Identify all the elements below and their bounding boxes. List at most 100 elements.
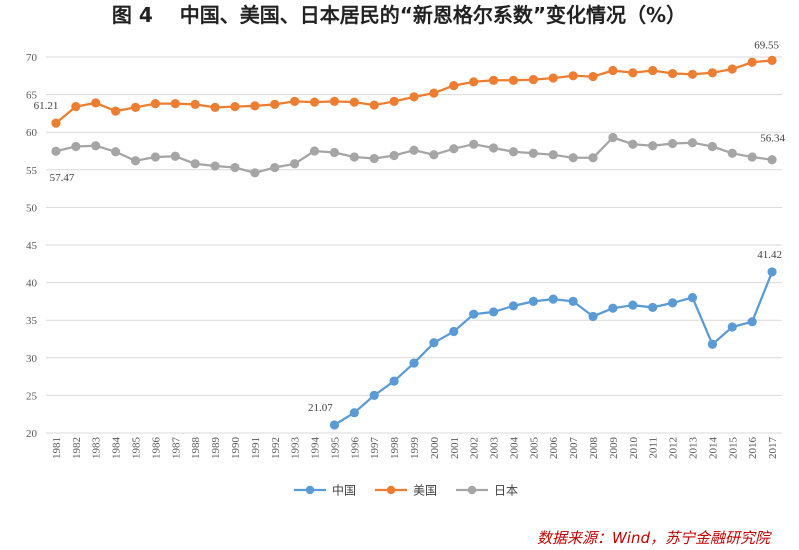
data-point bbox=[747, 57, 757, 67]
x-tick-label: 2015 bbox=[727, 437, 739, 460]
x-tick-label: 2005 bbox=[528, 437, 540, 460]
x-tick-label: 1981 bbox=[51, 437, 63, 459]
x-tick-label: 1986 bbox=[150, 437, 162, 460]
data-label: 69.55 bbox=[754, 39, 779, 51]
data-point bbox=[727, 148, 737, 158]
data-point bbox=[667, 68, 678, 79]
data-point bbox=[270, 162, 280, 173]
data-point bbox=[309, 146, 320, 156]
data-point bbox=[469, 77, 479, 87]
y-tick-label: 20 bbox=[26, 428, 38, 440]
x-tick-label: 1999 bbox=[409, 437, 421, 460]
data-point bbox=[190, 159, 200, 169]
data-point bbox=[409, 92, 419, 102]
x-tick-label: 2011 bbox=[648, 437, 660, 459]
data-point bbox=[449, 326, 459, 337]
data-point bbox=[727, 64, 737, 74]
data-point bbox=[389, 150, 399, 161]
y-tick-label: 50 bbox=[26, 202, 38, 214]
data-point bbox=[369, 100, 379, 110]
series-1 bbox=[51, 55, 777, 128]
data-point bbox=[767, 55, 777, 65]
data-point bbox=[130, 156, 141, 166]
y-tick-label: 65 bbox=[26, 90, 38, 102]
x-tick-label: 1998 bbox=[389, 437, 401, 460]
data-point bbox=[548, 294, 558, 304]
data-point bbox=[210, 161, 220, 171]
source-note: 数据来源：Wind，苏宁金融研究院 bbox=[537, 529, 772, 547]
y-tick-label: 60 bbox=[26, 127, 38, 139]
data-point bbox=[111, 147, 121, 157]
x-tick-label: 1995 bbox=[329, 437, 341, 460]
x-tick-label: 2007 bbox=[568, 437, 580, 460]
y-tick-label: 45 bbox=[26, 240, 38, 252]
data-point bbox=[528, 148, 538, 158]
data-point bbox=[488, 143, 499, 153]
data-point bbox=[568, 153, 578, 163]
data-point bbox=[508, 147, 519, 157]
data-point bbox=[488, 75, 499, 85]
x-tick-label: 2016 bbox=[747, 437, 759, 460]
data-point bbox=[309, 97, 320, 107]
y-tick-label: 25 bbox=[26, 390, 38, 402]
data-point bbox=[588, 153, 598, 163]
chart-title: 图 4 中国、美国、日本居民的“新恩格尔系数”变化情况（%） bbox=[112, 3, 686, 27]
data-point bbox=[369, 153, 379, 164]
x-tick-label: 2008 bbox=[588, 437, 600, 460]
data-label: 41.42 bbox=[757, 249, 782, 261]
data-label: 21.07 bbox=[308, 402, 333, 414]
data-point bbox=[290, 159, 300, 169]
data-point bbox=[409, 145, 419, 155]
data-point bbox=[270, 99, 280, 109]
legend-swatch-marker bbox=[386, 485, 396, 495]
gridlines bbox=[46, 56, 782, 434]
data-point bbox=[568, 296, 578, 306]
data-point bbox=[170, 151, 180, 161]
data-point bbox=[349, 152, 359, 162]
data-point bbox=[707, 339, 717, 349]
x-tick-label: 1987 bbox=[170, 437, 182, 460]
data-point bbox=[469, 139, 479, 149]
x-tick-label: 2013 bbox=[687, 437, 699, 460]
y-axis: 20 25 30 35 40 45 50 55 60 65 70 bbox=[26, 52, 38, 440]
x-tick-label: 1982 bbox=[71, 437, 83, 459]
data-point bbox=[51, 118, 61, 128]
x-tick-label: 2014 bbox=[707, 437, 719, 460]
data-point bbox=[767, 155, 777, 165]
x-tick-label: 2010 bbox=[628, 437, 640, 460]
series-lines bbox=[51, 55, 777, 430]
data-label: 61.21 bbox=[34, 100, 59, 112]
data-point bbox=[747, 317, 757, 327]
x-tick-label: 2002 bbox=[469, 437, 481, 459]
x-tick-label: 1994 bbox=[310, 437, 322, 460]
x-tick-label: 1997 bbox=[369, 437, 381, 460]
data-point bbox=[508, 75, 519, 85]
data-point bbox=[667, 298, 678, 308]
data-point bbox=[568, 71, 578, 81]
data-point bbox=[429, 150, 439, 160]
data-point bbox=[250, 168, 260, 178]
data-point bbox=[687, 293, 698, 303]
data-point bbox=[329, 420, 340, 430]
x-tick-label: 1993 bbox=[290, 437, 302, 460]
data-point bbox=[409, 358, 419, 368]
x-tick-label: 2017 bbox=[767, 437, 779, 460]
x-tick-label: 1985 bbox=[131, 437, 143, 460]
legend: 中国 美国 日本 bbox=[294, 483, 518, 498]
data-point bbox=[488, 307, 499, 317]
x-tick-label: 1996 bbox=[349, 437, 361, 460]
data-point bbox=[190, 99, 200, 109]
data-point bbox=[747, 152, 757, 162]
legend-item: 中国 bbox=[294, 483, 356, 498]
data-point bbox=[329, 96, 340, 106]
data-point bbox=[727, 322, 737, 332]
data-point bbox=[230, 102, 240, 112]
data-point bbox=[71, 141, 81, 152]
x-tick-label: 1991 bbox=[250, 437, 262, 459]
y-tick-label: 40 bbox=[26, 278, 38, 290]
data-point bbox=[648, 65, 658, 76]
data-point bbox=[469, 309, 479, 319]
data-point bbox=[608, 65, 618, 76]
data-point bbox=[648, 302, 658, 313]
x-tick-label: 1990 bbox=[230, 437, 242, 460]
